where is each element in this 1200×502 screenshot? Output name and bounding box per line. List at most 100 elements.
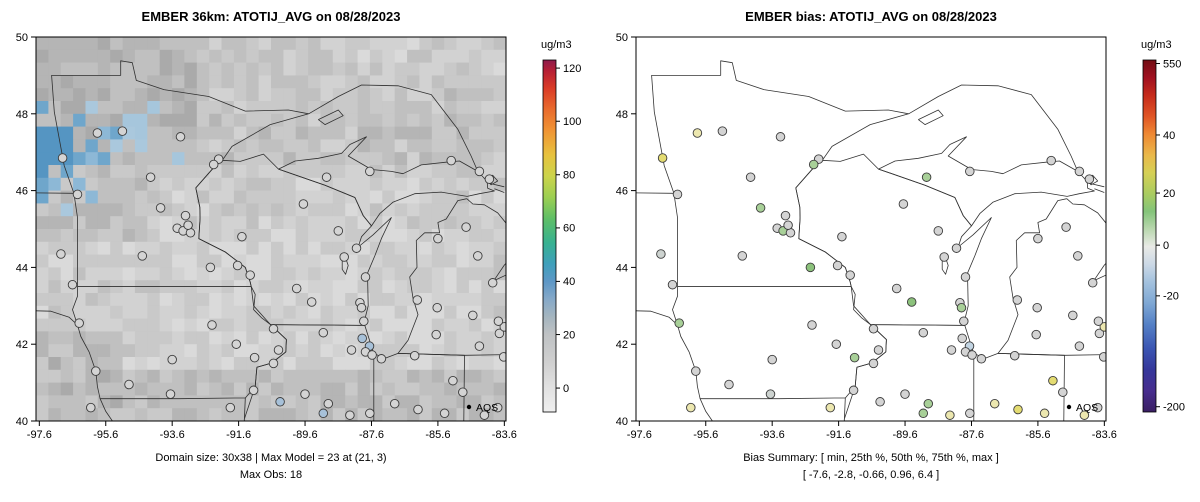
- observation-point: [365, 166, 375, 177]
- observation-point: [1079, 410, 1090, 420]
- observation-point: [359, 316, 369, 326]
- x-tick-label: -85.6: [1025, 429, 1050, 441]
- observation-point: [461, 222, 471, 232]
- colorbar-tick-label: 40: [1163, 130, 1175, 142]
- observation-point: [145, 172, 156, 182]
- observation-point: [657, 153, 668, 163]
- observation-point: [868, 358, 879, 369]
- y-tick-label: 42: [616, 339, 628, 351]
- observation-point: [1073, 251, 1083, 261]
- observation-point: [783, 220, 793, 230]
- observation-point: [298, 199, 309, 209]
- observation-point: [989, 398, 1000, 409]
- observation-point: [376, 354, 387, 364]
- observation-point: [346, 345, 357, 355]
- observation-point: [232, 260, 243, 271]
- observation-point: [367, 350, 377, 360]
- x-tick-label: -91.6: [826, 429, 851, 441]
- y-tick-label: 46: [616, 186, 628, 198]
- observation-point: [967, 350, 977, 360]
- observation-point: [409, 350, 420, 361]
- observation-point: [365, 408, 375, 419]
- observation-point: [439, 408, 450, 419]
- observation-point: [805, 262, 816, 273]
- x-tick-label: -93.6: [160, 429, 185, 441]
- observation-point: [323, 398, 334, 409]
- observation-point: [1031, 329, 1041, 340]
- caption-domain-size: Domain size: 30x38 | Max Model = 23 at (…: [155, 452, 387, 464]
- observation-point: [946, 345, 957, 355]
- model-panel-title: EMBER 36km: ATOTIJ_AVG on 08/28/2023: [141, 9, 401, 24]
- observation-point: [492, 402, 503, 413]
- bias-map: [636, 60, 1106, 421]
- observation-point: [446, 155, 456, 166]
- observation-point: [868, 324, 879, 334]
- x-tick-label: -97.6: [27, 429, 52, 441]
- observation-point: [275, 397, 285, 407]
- observation-point: [180, 210, 191, 221]
- observation-point: [413, 404, 423, 415]
- observation-point: [951, 243, 962, 253]
- observation-point: [672, 189, 683, 200]
- observation-point: [57, 153, 68, 163]
- y-tick-label: 50: [616, 32, 628, 44]
- observation-point: [960, 272, 971, 282]
- observation-point: [807, 320, 817, 330]
- x-tick-label: -95.6: [693, 429, 718, 441]
- observation-point: [468, 310, 478, 321]
- colorbar-tick-label: 20: [1163, 188, 1175, 200]
- observation-point: [1039, 408, 1050, 419]
- observation-point: [1009, 350, 1020, 361]
- observation-point: [780, 210, 791, 221]
- observation-point: [351, 243, 362, 253]
- aqs-legend-dot: [466, 404, 472, 410]
- aqs-legend-label: AQS: [1076, 402, 1098, 414]
- observation-point: [487, 278, 498, 288]
- colorbar: [1142, 59, 1157, 413]
- observation-point: [306, 297, 317, 307]
- observation-point: [755, 203, 766, 213]
- colorbar-tick-label: 100: [563, 116, 581, 128]
- y-tick-label: 40: [616, 416, 628, 428]
- x-tick-label: -83.6: [492, 429, 517, 441]
- observation-point: [1084, 174, 1095, 184]
- observation-point: [208, 159, 219, 170]
- observation-point: [117, 126, 128, 136]
- observation-point: [976, 354, 987, 364]
- x-tick-label: -89.6: [293, 429, 318, 441]
- observation-point: [339, 252, 349, 262]
- observation-point: [431, 329, 441, 340]
- observation-point: [205, 262, 216, 273]
- y-tick-label: 50: [16, 32, 28, 44]
- observation-point: [808, 159, 819, 170]
- x-tick-label: -87.6: [359, 429, 384, 441]
- y-tick-label: 40: [16, 416, 28, 428]
- aqs-legend-label: AQS: [476, 402, 498, 414]
- observation-point: [273, 345, 284, 355]
- observation-point: [848, 385, 859, 396]
- observation-point: [67, 279, 78, 290]
- colorbar-tick-label: -200: [1163, 402, 1185, 414]
- colorbar-tick-label: 0: [563, 383, 569, 395]
- bias-map-panel: EMBER bias: ATOTIJ_AVG on 08/28/2023 AQS…: [600, 0, 1200, 502]
- colorbar-tick-label: -20: [1163, 291, 1179, 303]
- observation-point: [137, 251, 148, 261]
- observation-point: [389, 398, 400, 409]
- observation-point: [674, 318, 684, 328]
- model-raster-map: [36, 37, 506, 421]
- observation-point: [933, 226, 944, 236]
- observation-point: [832, 260, 843, 271]
- observation-point: [965, 166, 975, 177]
- observation-point: [1087, 278, 1098, 288]
- observation-point: [1032, 302, 1042, 313]
- observation-point: [318, 327, 329, 338]
- observation-point: [692, 128, 703, 138]
- observation-point: [1074, 341, 1085, 351]
- observation-point: [245, 270, 255, 280]
- plot-frame: [635, 36, 1107, 422]
- observation-point: [484, 174, 495, 184]
- observation-point: [231, 339, 242, 349]
- caption-bias-summary-labels: Bias Summary: [ min, 25th %, 50th %, 75t…: [743, 452, 999, 464]
- observation-point: [86, 402, 96, 413]
